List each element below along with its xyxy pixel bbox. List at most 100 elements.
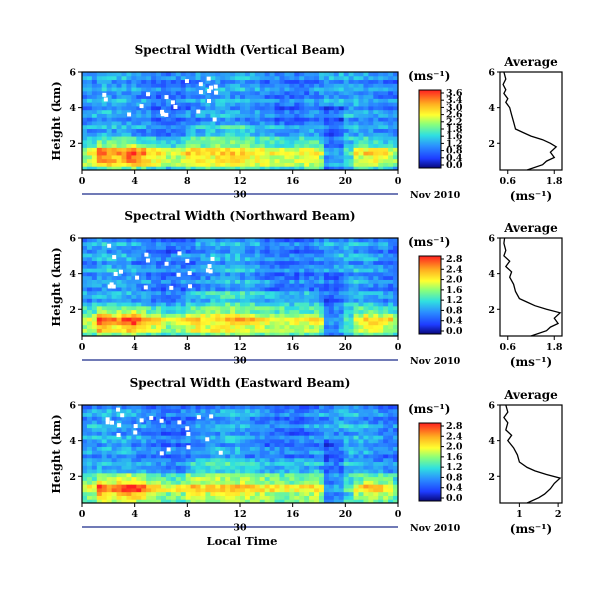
heatmap-cell [279, 324, 285, 329]
heatmap-cell [111, 450, 118, 455]
heatmap-cell [304, 121, 310, 126]
heatmap-cell [170, 136, 177, 141]
heatmap-cell [96, 154, 103, 160]
heatmap-cell [289, 132, 295, 137]
heatmap-cell [106, 105, 113, 111]
heatmap-cell [373, 75, 379, 81]
heatmap-cell [91, 435, 98, 440]
heatmap-cell [101, 158, 108, 163]
heatmap-cell [358, 484, 364, 489]
heatmap-cell [358, 450, 364, 455]
heatmap-cell [91, 313, 98, 318]
heatmap-cell [141, 328, 147, 333]
heatmap-cell [106, 487, 113, 493]
heatmap-cell [319, 442, 325, 447]
heatmap-cell [373, 264, 379, 269]
heatmap-cell [378, 268, 384, 273]
heatmap-cell [373, 271, 379, 277]
heatmap-cell [116, 484, 122, 489]
heatmap-cell [244, 290, 251, 296]
heatmap-cell [156, 495, 162, 500]
heatmap-cell [165, 435, 172, 440]
heatmap-cell [328, 260, 335, 265]
heatmap-cell [82, 245, 88, 250]
heatmap-cell [136, 442, 142, 447]
heatmap-cell [274, 476, 280, 481]
heatmap-cell [180, 287, 187, 292]
heatmap-cell [86, 431, 93, 436]
heatmap-cell [101, 102, 108, 107]
heatmap-cell [363, 469, 369, 474]
heatmap-cell [165, 476, 172, 481]
heatmap-cell [235, 408, 241, 414]
heatmap-cell [210, 143, 216, 148]
heatmap-cell [141, 294, 147, 299]
heatmap-cell [86, 412, 93, 417]
heatmap-cell [141, 147, 147, 152]
heatmap-cell [151, 268, 157, 273]
heatmap-cell [333, 72, 340, 77]
heatmap-cell [284, 332, 290, 337]
heatmap-cell [205, 324, 211, 329]
heatmap-cell [111, 154, 118, 160]
heatmap-cell [269, 147, 276, 152]
heatmap-cell [328, 79, 335, 84]
heatmap-cell [156, 416, 162, 421]
heatmap-cell [269, 241, 276, 247]
heatmap-cell [215, 405, 221, 410]
heatmap-cell [121, 480, 127, 485]
heatmap-cell [358, 79, 364, 84]
heatmap-cell [91, 249, 98, 254]
heatmap-cell [146, 290, 152, 296]
heatmap-cell [126, 87, 132, 92]
heatmap-cell [348, 124, 355, 130]
heatmap-cell [165, 287, 172, 292]
heatmap-cell [82, 461, 88, 466]
heatmap-cell [116, 465, 122, 470]
heatmap-cell [358, 298, 364, 303]
heatmap-cell [131, 162, 137, 167]
heatmap-cell [393, 302, 399, 307]
heatmap-cell [225, 287, 231, 292]
heatmap-cell [235, 317, 241, 322]
heatmap-cell [121, 90, 127, 96]
heatmap-cell [383, 294, 389, 299]
heatmap-cell [348, 158, 355, 163]
heatmap-cell [190, 260, 197, 265]
heatmap-cell [235, 499, 241, 504]
heatmap-cell [240, 298, 246, 303]
heatmap-cell [279, 143, 285, 148]
heatmap-cell [225, 75, 231, 81]
heatmap-cell [185, 487, 192, 493]
heatmap-cell [353, 162, 359, 167]
heatmap-cell [230, 290, 236, 296]
heatmap-cell [215, 147, 221, 152]
heatmap-cell [96, 298, 103, 303]
heatmap-cell [220, 136, 226, 141]
heatmap-cell [205, 287, 211, 292]
heatmap-cell [284, 241, 290, 247]
heatmap-cell [244, 305, 251, 311]
heatmap-cell [309, 256, 315, 262]
heatmap-cell [116, 256, 122, 262]
average-title: Average [503, 221, 558, 235]
heatmap-cell [363, 264, 369, 269]
heatmap-cell [304, 457, 310, 463]
heatmap-cell [230, 499, 236, 504]
heatmap-cell [141, 320, 147, 326]
heatmap-cell [319, 102, 325, 107]
heatmap-cell [328, 461, 335, 466]
heatmap-cell [215, 241, 221, 247]
heatmap-cell [195, 309, 201, 314]
heatmap-cell [151, 298, 157, 303]
heatmap-cell [220, 287, 226, 292]
heatmap-cell [388, 113, 394, 118]
heatmap-cell [343, 143, 350, 148]
heatmap-cell [289, 412, 295, 417]
heatmap-cell [180, 420, 187, 425]
heatmap-cell [86, 132, 93, 137]
heatmap-cell [195, 275, 201, 280]
heatmap-cell [116, 298, 122, 303]
heatmap-cell [373, 94, 379, 99]
heatmap-cell [101, 249, 108, 254]
